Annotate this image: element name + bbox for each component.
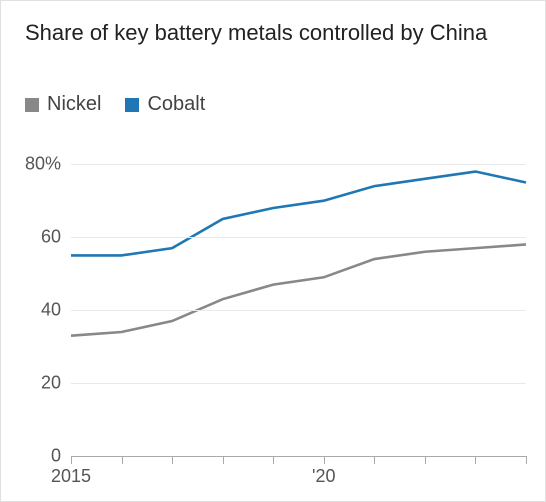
grid-line	[71, 456, 526, 457]
chart-title: Share of key battery metals controlled b…	[25, 19, 521, 48]
x-axis-tick	[425, 456, 426, 464]
x-axis-tick	[71, 456, 72, 464]
legend-item-nickel: Nickel	[25, 93, 101, 116]
grid-line	[71, 164, 526, 165]
y-axis-label: 80%	[25, 154, 61, 175]
grid-line	[71, 237, 526, 238]
y-axis-label: 40	[41, 300, 61, 321]
x-axis-tick	[122, 456, 123, 464]
y-axis-label: 20	[41, 373, 61, 394]
x-axis-tick	[273, 456, 274, 464]
y-axis-label: 0	[51, 446, 61, 467]
x-axis-label: 2015	[51, 466, 91, 487]
x-axis-tick	[324, 456, 325, 464]
plot-svg	[71, 146, 526, 456]
legend-swatch-cobalt	[125, 98, 139, 112]
grid-line	[71, 310, 526, 311]
series-line-cobalt	[71, 172, 526, 256]
plot-area: 020406080%2015'20	[71, 146, 526, 456]
legend-item-cobalt: Cobalt	[125, 93, 205, 116]
x-axis-tick	[172, 456, 173, 464]
series-line-nickel	[71, 244, 526, 335]
legend-label: Nickel	[47, 93, 101, 116]
y-axis-label: 60	[41, 227, 61, 248]
legend: Nickel Cobalt	[25, 93, 205, 116]
grid-line	[71, 383, 526, 384]
x-axis-label: '20	[312, 466, 335, 487]
x-axis-tick	[374, 456, 375, 464]
x-axis-tick	[223, 456, 224, 464]
legend-swatch-nickel	[25, 98, 39, 112]
chart-container: Share of key battery metals controlled b…	[0, 0, 546, 502]
legend-label: Cobalt	[147, 93, 205, 116]
x-axis-tick	[475, 456, 476, 464]
x-axis-tick	[526, 456, 527, 464]
